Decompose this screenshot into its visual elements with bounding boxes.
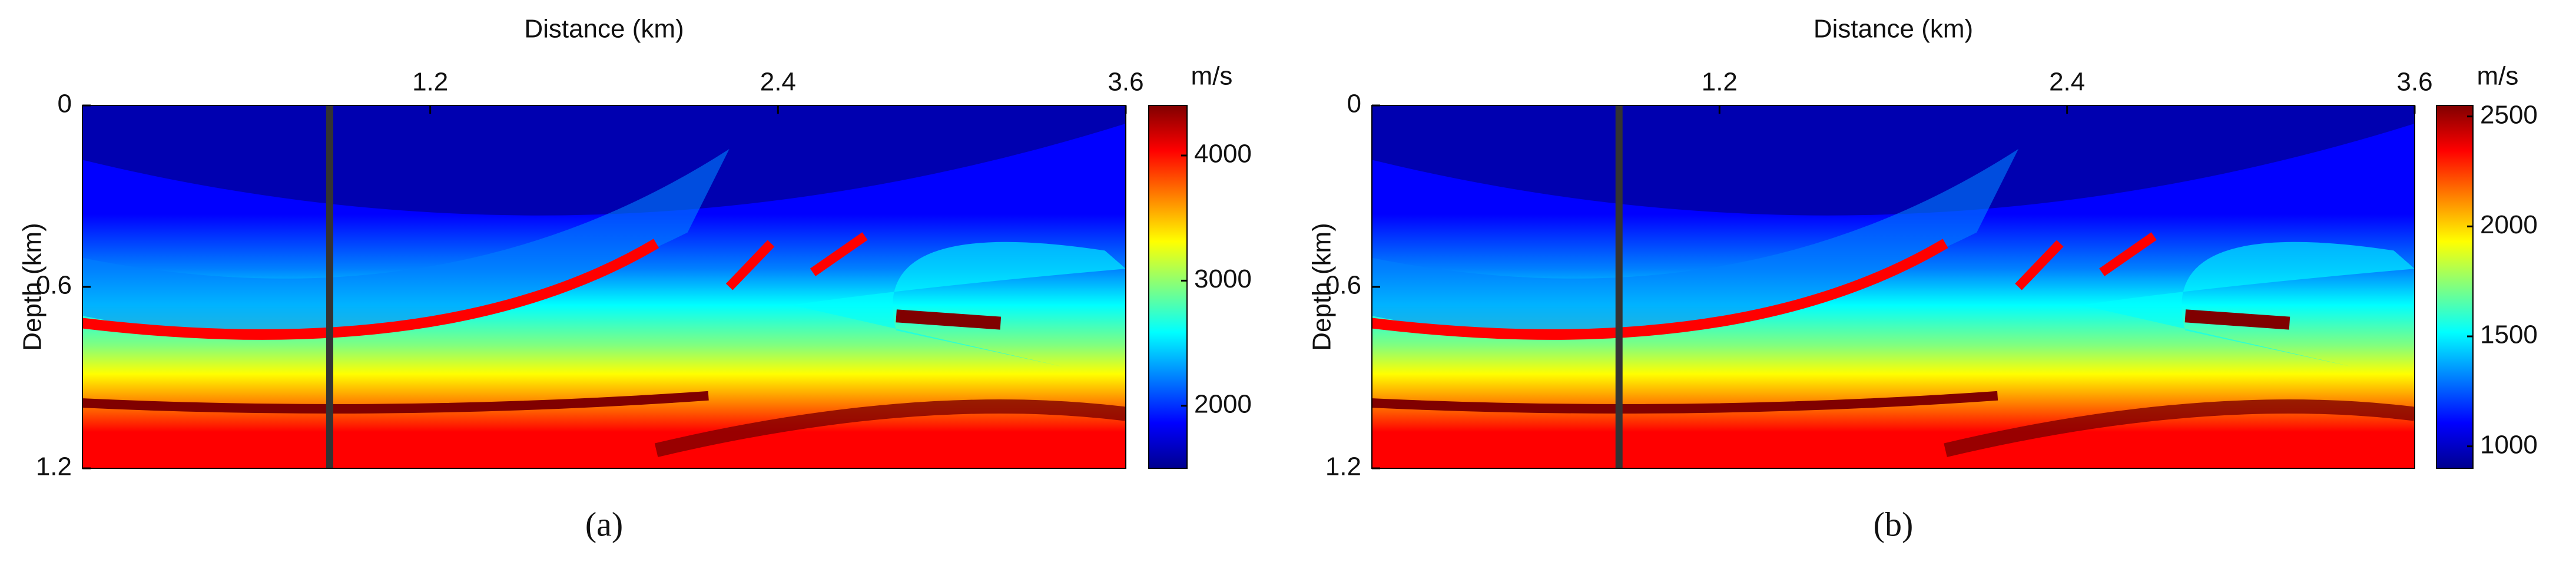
x-tick-label: 3.6: [2396, 68, 2432, 97]
layer: [82, 148, 730, 335]
layer: [1372, 148, 2019, 335]
layer: [654, 399, 1126, 457]
colorbar-tick-label: 1000: [2480, 430, 2538, 459]
panel-label: (b): [1874, 505, 1914, 543]
y-tick-label: 1.2: [1325, 452, 1361, 481]
colorbar-label: m/s: [1191, 62, 1233, 91]
layer: [2184, 309, 2290, 330]
y-axis-label: Depth (km): [1308, 223, 1337, 351]
y-axis-label: Depth (km): [18, 223, 47, 351]
layer: [2015, 240, 2064, 290]
layer: [1372, 391, 1998, 414]
velocity-field: [1372, 105, 2415, 468]
x-tick-label: 3.6: [1108, 68, 1143, 97]
colorbar-tick-label: 3000: [1194, 265, 1252, 293]
layer: [1372, 239, 1948, 340]
colorbar-label: m/s: [2477, 62, 2519, 91]
colorbar-tick-label: 1500: [2480, 320, 2538, 349]
layer: [791, 242, 1126, 367]
layer: [725, 240, 775, 290]
layer: [896, 309, 1002, 330]
velocity-field: [82, 105, 1126, 468]
layer: [1372, 105, 2415, 216]
layer: [2099, 232, 2157, 276]
layer: [1944, 399, 2415, 457]
x-axis-label: Distance (km): [1814, 15, 1973, 44]
layer: [82, 239, 659, 340]
x-tick-label: 2.4: [2049, 68, 2085, 97]
colorbar: [2436, 105, 2474, 469]
x-tick-label: 2.4: [760, 68, 796, 97]
y-tick-label: 1.2: [36, 452, 72, 481]
layer: [810, 232, 868, 276]
y-tick-label: 0: [58, 90, 72, 118]
colorbar-tick-label: 2000: [1194, 389, 1252, 418]
y-tick-label: 0: [1347, 90, 1361, 118]
x-tick-label: 1.2: [1702, 68, 1738, 97]
colorbar: [1148, 105, 1188, 469]
colorbar-tick-label: 2500: [2480, 100, 2538, 129]
colorbar-tick-label: 2000: [2480, 210, 2538, 239]
x-tick-label: 1.2: [412, 68, 448, 97]
layer: [2081, 242, 2415, 367]
colorbar-tick-label: 4000: [1194, 140, 1252, 168]
layer: [82, 391, 709, 414]
y-tick-label: 0.6: [1325, 271, 1361, 300]
panel-label: (a): [585, 505, 623, 543]
x-axis-label: Distance (km): [524, 15, 684, 44]
layer: [82, 105, 1126, 216]
y-tick-label: 0.6: [36, 271, 72, 300]
